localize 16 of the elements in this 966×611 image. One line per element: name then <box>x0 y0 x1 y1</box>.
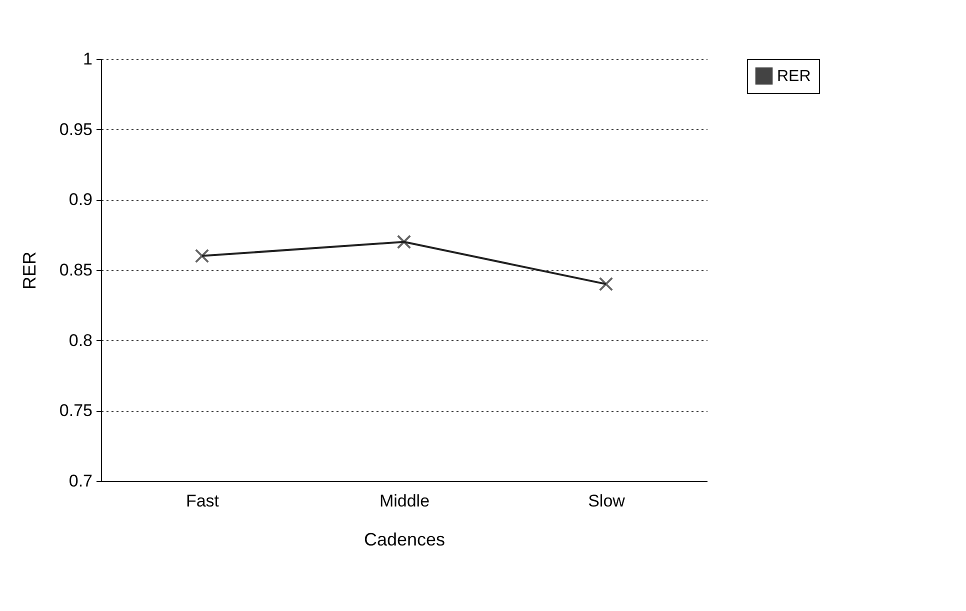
y-tick-label: 0.75 <box>59 401 92 420</box>
y-tick-label: 0.85 <box>59 260 92 280</box>
x-axis-title: Cadences <box>364 530 446 550</box>
y-tick-label: 0.95 <box>59 120 92 139</box>
point <box>396 234 412 249</box>
x-tick-label: Fast <box>186 492 220 510</box>
x-tick-label: Middle <box>379 492 430 510</box>
point <box>598 276 614 292</box>
y-tick-label: 0.9 <box>68 190 92 210</box>
y-tick-label: 0.7 <box>68 472 92 490</box>
x-tick-label: Slow <box>588 492 626 510</box>
point <box>194 248 210 264</box>
y-axis-title: RER <box>19 251 40 290</box>
y-tick-label: 0.8 <box>68 330 92 350</box>
y-tick-label: 1 <box>83 50 92 68</box>
legend-label: RER <box>777 68 811 85</box>
